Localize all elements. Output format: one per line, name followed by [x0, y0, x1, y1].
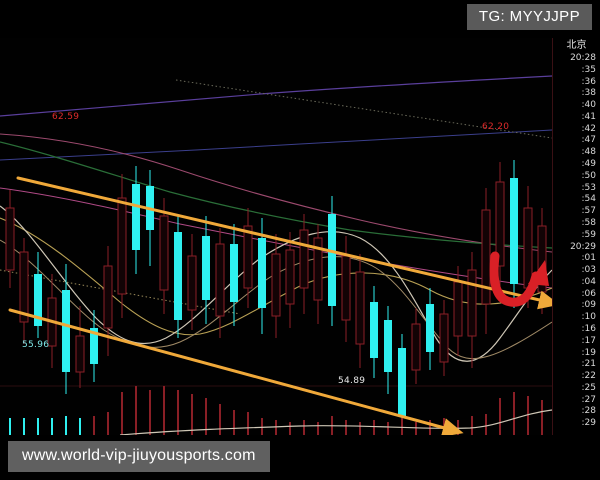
ma-purple-line: [0, 75, 552, 117]
site-watermark: www.world-vip-jiuyousports.com: [8, 441, 270, 472]
time-axis-tick: :53: [581, 182, 596, 193]
time-axis-tick: :01: [581, 253, 596, 264]
time-axis-tick: :42: [581, 123, 596, 134]
candle: [299, 214, 309, 314]
time-axis-tick: :22: [581, 371, 596, 382]
candle: [159, 198, 169, 314]
ma-green-line: [0, 141, 552, 249]
time-axis-tick: :41: [581, 111, 596, 122]
time-axis-tick: :36: [581, 76, 596, 87]
candle: [495, 162, 505, 298]
candle: [271, 234, 281, 338]
candle: [481, 188, 491, 334]
candle: [426, 288, 434, 370]
time-axis[interactable]: 北京 20:28:35:36:38:40:41:42:47:48:49:50:5…: [552, 38, 600, 435]
candle: [19, 238, 29, 344]
candle: [132, 166, 140, 274]
time-axis-tick: :57: [581, 206, 596, 217]
candle: [5, 190, 15, 288]
time-axis-tick: :59: [581, 229, 596, 240]
breakout-arrow-icon: [489, 251, 549, 307]
candle: [328, 196, 336, 326]
time-axis-tick: :28: [581, 406, 596, 417]
time-axis-tick: :47: [581, 135, 596, 146]
time-axis-tick: :21: [581, 359, 596, 370]
trendline-channel: [8, 176, 552, 435]
candle: [75, 306, 85, 388]
annotation-swing-low-mid: 54.89: [338, 376, 366, 386]
candle: [398, 334, 406, 430]
candle: [411, 308, 421, 384]
time-axis-tick: 20:29: [570, 241, 596, 252]
candle: [62, 264, 70, 394]
time-axis-tick: :35: [581, 64, 596, 75]
upper-trendline: [16, 176, 552, 310]
candlestick-chart-plot[interactable]: 62.59 62.20 55.96 54.89: [0, 38, 552, 435]
candle: [117, 174, 127, 318]
candle: [510, 160, 518, 308]
time-axis-tick: :48: [581, 147, 596, 158]
candle: [230, 224, 238, 326]
candle: [285, 232, 295, 328]
candle: [187, 234, 197, 330]
telegram-handle-badge[interactable]: TG: MYYJJPP: [466, 4, 592, 30]
chart-svg: [0, 38, 552, 435]
candle: [439, 300, 449, 376]
time-axis-tick: :29: [581, 418, 596, 429]
candle: [467, 252, 477, 368]
candle: [384, 306, 392, 394]
candle: [34, 252, 42, 338]
volume-ma-line: [119, 409, 552, 435]
time-axis-tick: :09: [581, 300, 596, 311]
ma-blue-line: [0, 129, 552, 161]
time-axis-tick: :40: [581, 100, 596, 111]
ma-pink-line: [0, 133, 552, 253]
time-axis-tick: :10: [581, 312, 596, 323]
candle: [258, 218, 266, 334]
time-axis-tick: :54: [581, 194, 596, 205]
lower-trendline: [8, 308, 464, 435]
candle: [355, 254, 365, 368]
time-axis-tick: :50: [581, 170, 596, 181]
candle: [90, 310, 98, 382]
time-axis-tick: :19: [581, 347, 596, 358]
dotted-resistance-line: [175, 79, 552, 139]
candle: [243, 208, 253, 308]
annotation-swing-high-right: 62.20: [482, 122, 510, 132]
annotation-swing-high-left: 62.59: [52, 112, 80, 122]
time-axis-ticks: 20:28:35:36:38:40:41:42:47:48:49:50:53:5…: [553, 53, 600, 430]
time-axis-tick: :38: [581, 88, 596, 99]
time-axis-tick: :49: [581, 159, 596, 170]
ma-yellow-line: [0, 217, 552, 336]
time-axis-tick: 20:28: [570, 53, 596, 63]
time-axis-tick: :04: [581, 276, 596, 287]
time-axis-tick: :58: [581, 217, 596, 228]
ma-white-line: [0, 205, 552, 362]
time-axis-tick: :17: [581, 335, 596, 346]
annotation-swing-low-left: 55.96: [22, 340, 50, 350]
candle: [370, 286, 378, 378]
candle: [215, 228, 225, 338]
time-axis-header: 北京: [566, 40, 587, 51]
candle: [313, 224, 323, 324]
time-axis-tick: :16: [581, 323, 596, 334]
candle: [174, 214, 182, 338]
time-axis-tick: :27: [581, 394, 596, 405]
candle: [202, 216, 210, 324]
time-axis-tick: :25: [581, 382, 596, 393]
time-axis-tick: :03: [581, 265, 596, 276]
time-axis-tick: :06: [581, 288, 596, 299]
